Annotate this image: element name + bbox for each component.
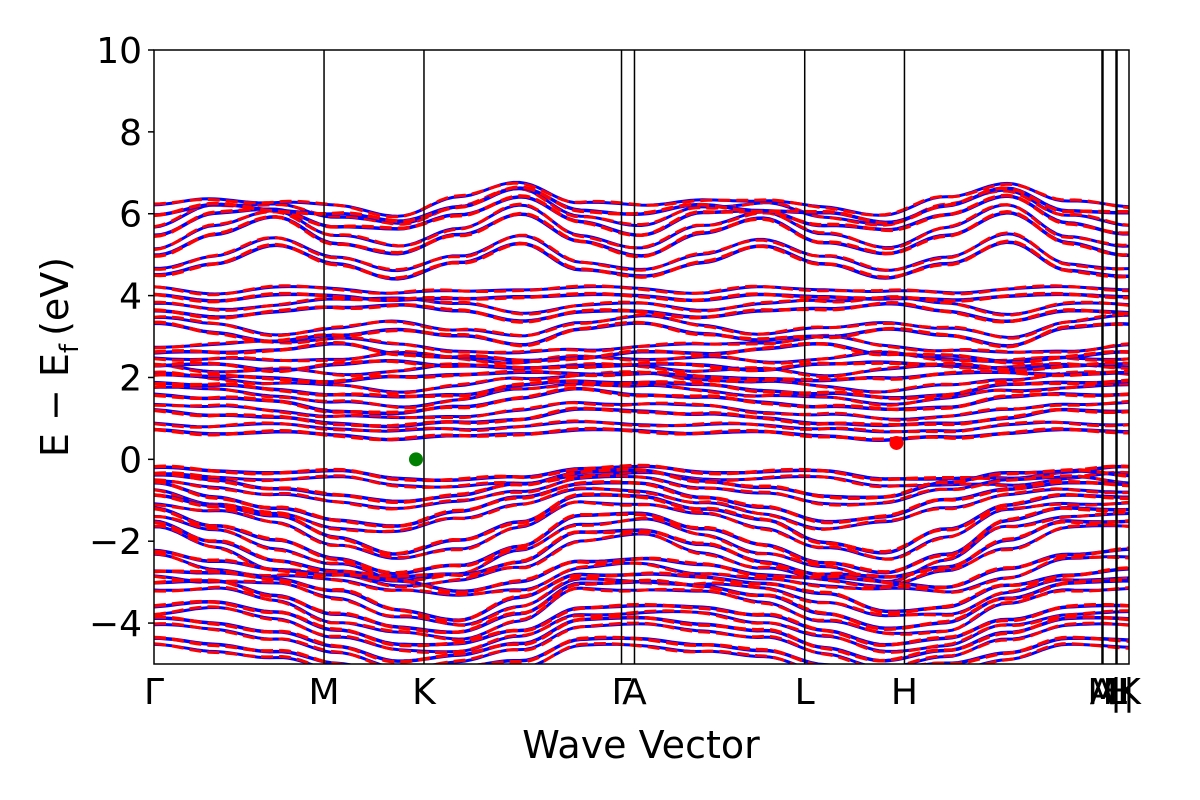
plot-frame bbox=[153, 49, 1130, 665]
x-tick-label: Γ bbox=[144, 672, 164, 713]
y-axis-label: E − Ef (eV) bbox=[33, 257, 85, 457]
band-line-spin-down bbox=[154, 185, 1129, 226]
band-line-spin-down bbox=[154, 641, 1129, 664]
extremum-marker bbox=[408, 452, 423, 467]
band-line-spin-down bbox=[154, 239, 1129, 280]
band-line-spin-down bbox=[154, 566, 1129, 623]
x-tick-label: K bbox=[1117, 672, 1142, 713]
x-tick-label: A bbox=[1090, 672, 1115, 713]
x-tick-label: L bbox=[795, 672, 815, 713]
x-tick-label: H bbox=[891, 672, 918, 713]
band-line-spin-down bbox=[154, 552, 1129, 597]
band-line-spin-down bbox=[154, 467, 1129, 505]
y-axis-label-main: E − E bbox=[33, 353, 77, 457]
x-tick-label: M bbox=[1087, 672, 1118, 713]
band-line-spin-down bbox=[154, 340, 1129, 365]
band-line-spin-down bbox=[154, 585, 1129, 642]
x-axis-label: Wave Vector bbox=[522, 723, 760, 767]
y-axis-label-sub: f bbox=[55, 343, 85, 353]
x-tick-label: K bbox=[412, 672, 437, 713]
y-tick-label: 2 bbox=[119, 358, 142, 399]
y-tick-label: 0 bbox=[119, 440, 142, 481]
x-axis-ticks: Γ M K ΓA L H AM|L|HK bbox=[144, 672, 1142, 713]
band-line-spin-down bbox=[154, 480, 1129, 529]
band-line-spin-down bbox=[154, 511, 1129, 585]
y-axis-ticks: −4 −2 0 2 4 6 8 10 bbox=[89, 31, 154, 645]
x-tick-label: H bbox=[1102, 672, 1129, 713]
band-line-spin-down bbox=[154, 361, 1129, 379]
x-tick-label: | bbox=[1110, 672, 1122, 713]
y-tick-label: 6 bbox=[119, 195, 142, 236]
band-line-spin-down bbox=[154, 295, 1129, 317]
y-tick-label: 8 bbox=[119, 113, 142, 154]
x-tick-label: M bbox=[309, 672, 340, 713]
bands-layer bbox=[154, 180, 1129, 664]
band-line-spin-down bbox=[154, 386, 1129, 415]
band-line-spin-down bbox=[154, 506, 1129, 575]
band-line-spin-down bbox=[154, 300, 1129, 324]
band-line-spin-down bbox=[154, 333, 1129, 354]
y-axis-label-unit: (eV) bbox=[33, 257, 77, 336]
y-tick-label: −4 bbox=[89, 604, 142, 645]
band-line-spin-down bbox=[154, 349, 1129, 365]
band-line-spin-down bbox=[154, 313, 1129, 340]
y-tick-label: −2 bbox=[89, 522, 142, 563]
band-line-spin-down bbox=[154, 399, 1129, 422]
band-line-spin-down bbox=[154, 474, 1129, 511]
band-line-spin-down bbox=[154, 615, 1129, 664]
x-tick-label: Γ bbox=[611, 672, 631, 713]
band-line-spin-down bbox=[154, 378, 1129, 401]
band-line-spin-down bbox=[154, 426, 1129, 442]
band-line-spin-down bbox=[154, 291, 1129, 304]
band-line-spin-down bbox=[154, 193, 1129, 238]
band-line-spin-down bbox=[154, 578, 1129, 635]
band-line-spin-down bbox=[154, 599, 1129, 648]
band-line-spin-down bbox=[154, 231, 1129, 272]
band-line-spin-down bbox=[154, 621, 1129, 664]
band-line-spin-down bbox=[154, 500, 1129, 561]
band-line-spin-down bbox=[154, 320, 1129, 349]
band-line-spin-down bbox=[154, 546, 1129, 595]
band-line-spin-down bbox=[154, 486, 1129, 533]
band-line-spin-down bbox=[154, 359, 1129, 374]
high-symmetry-lines bbox=[323, 50, 1118, 664]
band-line-spin-down bbox=[154, 284, 1129, 297]
extremum-markers bbox=[408, 435, 904, 467]
y-tick-label: 10 bbox=[96, 31, 142, 72]
band-line-spin-down bbox=[154, 463, 1129, 483]
y-tick-label: 4 bbox=[119, 277, 142, 318]
band-line-spin-up bbox=[154, 211, 1129, 258]
band-line-spin-down bbox=[154, 635, 1129, 664]
x-tick-label: L bbox=[1107, 672, 1127, 713]
extremum-marker bbox=[889, 435, 904, 450]
x-tick-label: | bbox=[1123, 672, 1135, 713]
band-line-spin-down bbox=[154, 202, 1129, 252]
band-line-spin-down bbox=[154, 369, 1129, 384]
band-line-spin-up bbox=[154, 203, 1129, 251]
band-line-spin-down bbox=[154, 605, 1129, 654]
band-line-spin-down bbox=[154, 519, 1129, 579]
band-line-spin-down bbox=[154, 406, 1129, 428]
band-line-spin-down bbox=[154, 382, 1129, 410]
band-line-spin-down bbox=[154, 492, 1129, 556]
band-line-spin-down bbox=[154, 181, 1129, 219]
band-line-spin-down bbox=[154, 419, 1129, 434]
x-tick-label: A bbox=[622, 672, 647, 713]
